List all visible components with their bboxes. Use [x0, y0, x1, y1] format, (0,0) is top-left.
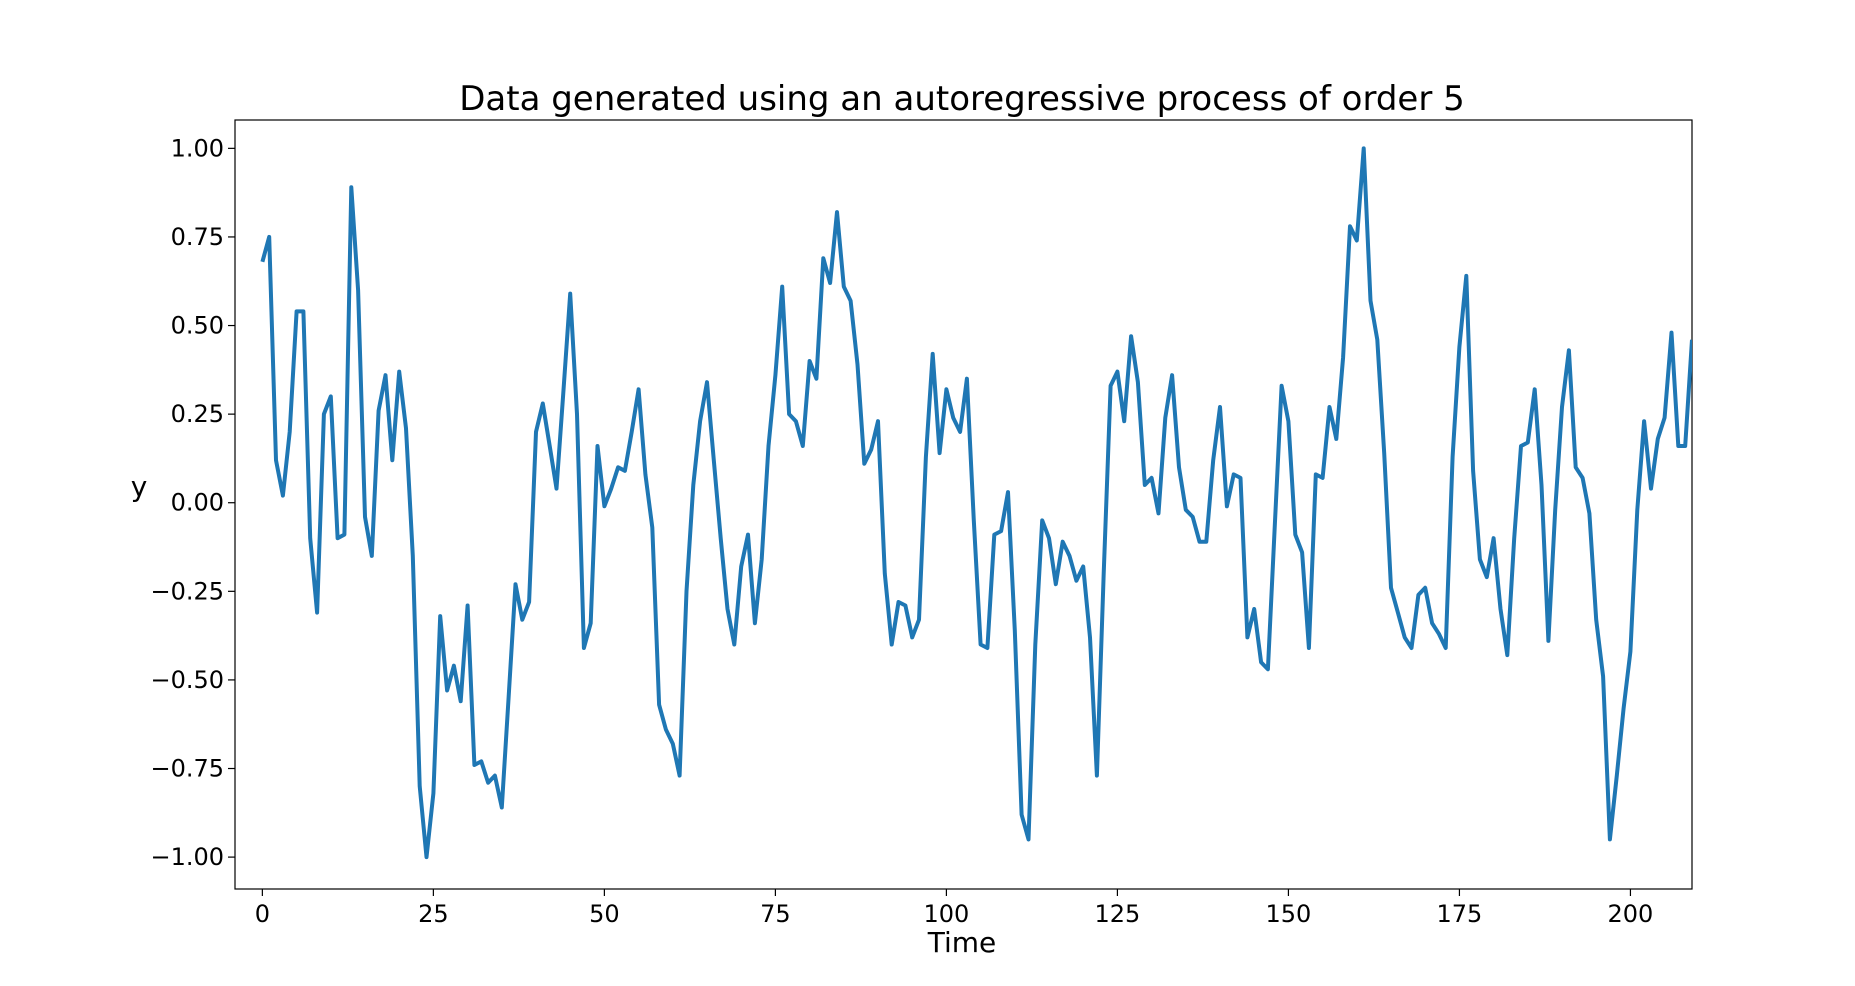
chart-title: Data generated using an autoregressive p…: [459, 79, 1465, 119]
y-tick-label: −0.25: [150, 577, 224, 605]
x-tick-label: 50: [589, 900, 620, 928]
x-axis: 0 25 50 75 100 125 150 175 200: [255, 889, 1654, 928]
plot-frame: [234, 119, 1693, 890]
x-axis-label: Time: [927, 926, 997, 959]
x-tick-label: 75: [760, 900, 791, 928]
x-tick-label: 150: [1266, 900, 1312, 928]
x-tick-label: 200: [1608, 900, 1654, 928]
y-tick-label: −1.00: [150, 843, 224, 871]
series-line: [260, 146, 1692, 860]
y-tick-label: 0.75: [171, 223, 224, 251]
x-tick-label: 175: [1437, 900, 1483, 928]
x-tick-label: 25: [418, 900, 449, 928]
plot-area: [234, 119, 1693, 890]
y-tick-label: 1.00: [171, 134, 224, 162]
y-tick-label: −0.50: [150, 666, 224, 694]
x-tick-label: 100: [923, 900, 969, 928]
y-tick-label: −0.75: [150, 755, 224, 783]
y-axis: 1.00 0.75 0.50 0.25 0.00 −0.25 −0.50 −0.75 −1.00: [150, 134, 235, 871]
y-tick-label: 0.00: [171, 489, 224, 517]
x-tick-label: 0: [255, 900, 270, 928]
y-axis-label: y: [131, 470, 148, 503]
y-tick-label: 0.25: [171, 400, 224, 428]
y-tick-label: 0.50: [171, 312, 224, 340]
x-tick-label: 125: [1095, 900, 1141, 928]
